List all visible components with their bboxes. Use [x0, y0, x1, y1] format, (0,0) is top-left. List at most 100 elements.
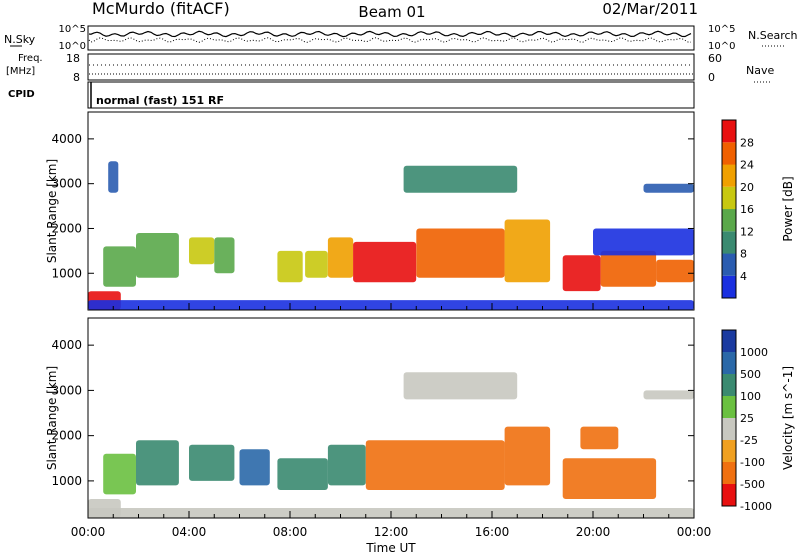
power-colorbar-tick: 24 — [740, 159, 754, 172]
power-colorbar-frame — [721, 119, 737, 299]
velocity-colorbar-segment — [722, 396, 736, 418]
power-colorbar-tick: 12 — [740, 225, 754, 238]
power-colorbar-segment — [722, 275, 736, 299]
velocity-colorbar-tick: -100 — [740, 456, 765, 469]
x-tick-label: 00:00 — [677, 525, 712, 539]
velocity-colorbar-segment — [722, 352, 736, 374]
velocity-y-tick-label: 4000 — [51, 338, 82, 352]
velocity-y-tick-label: 3000 — [51, 383, 82, 397]
power-colorbar-segment — [722, 209, 736, 232]
noise-right-label: N.Search — [748, 29, 798, 42]
velocity-colorbar-label: Velocity [m s^-1] — [781, 366, 795, 470]
velocity-panel: 1000 2000 3000 4000 Slant Range [km] 1000 500 1… — [45, 317, 795, 519]
power-echo-region — [353, 241, 417, 283]
power-echo-region — [562, 255, 601, 292]
noise-panel-frame — [87, 25, 695, 51]
velocity-echo-region — [327, 444, 366, 486]
velocity-echo-region — [189, 444, 235, 481]
x-tick-label: 08:00 — [273, 525, 308, 539]
power-echo-region — [214, 237, 235, 274]
velocity-echo-region — [277, 458, 328, 490]
power-colorbar-label: Power [dB] — [781, 176, 795, 241]
power-colorbar-segment — [722, 186, 736, 210]
date-title: 02/Mar/2011 — [602, 0, 698, 18]
noise-left-tick-bottom: 10^0 — [59, 41, 86, 52]
power-colorbar-segment — [722, 120, 736, 143]
cpid-label: CPID — [8, 89, 35, 100]
nave-tick-bottom: 0 — [708, 71, 715, 84]
power-echo-region — [327, 237, 354, 278]
power-echo-region — [189, 237, 215, 265]
x-tick-label: 20:00 — [576, 525, 611, 539]
x-tick-label: 12:00 — [374, 525, 409, 539]
cpid-text: normal (fast) 151 RF — [96, 94, 224, 107]
nave-label: Nave — [746, 64, 774, 77]
velocity-echo-region — [403, 372, 518, 400]
power-y-tick-label: 4000 — [51, 132, 82, 146]
station-title: McMurdo (fitACF) — [92, 0, 230, 18]
velocity-colorbar-segment — [722, 462, 736, 484]
power-echo-region — [108, 161, 119, 193]
noise-left-tick-top: 10^5 — [59, 24, 86, 35]
velocity-echo-region — [562, 458, 657, 499]
sky-noise-trace — [88, 30, 692, 38]
power-echo-region — [656, 259, 694, 283]
velocity-colorbar-tick: -500 — [740, 478, 765, 491]
velocity-colorbar-segment — [722, 484, 736, 506]
x-axis-label: Time UT — [365, 541, 416, 554]
velocity-echo-region — [504, 426, 551, 486]
noise-right-tick-top: 10^5 — [708, 24, 735, 35]
velocity-echo-region — [365, 440, 505, 490]
x-tick-label: 04:00 — [172, 525, 207, 539]
velocity-colorbar-tick: -1000 — [740, 500, 772, 513]
power-colorbar-segment — [722, 253, 736, 276]
velocity-colorbar-tick: -25 — [740, 434, 758, 447]
velocity-echo-region — [580, 426, 619, 450]
power-echo-region — [504, 219, 551, 283]
power-panel: 1000 2000 3000 4000 Slant Range [km] 4 8 12 16 20… — [45, 111, 795, 311]
x-tick-labels: 00:00 04:00 08:00 12:00 16:00 20:00 00:00 — [71, 525, 712, 539]
cpid-panel-frame — [87, 81, 695, 109]
power-echo-region — [600, 250, 657, 287]
freq-label-1: Freq. — [18, 53, 43, 64]
power-y-tick-label: 2000 — [51, 221, 82, 235]
velocity-colorbar-frame — [721, 329, 737, 507]
velocity-colorbar-segment — [722, 330, 736, 352]
velocity-colorbar-segment — [722, 418, 736, 440]
power-y-tick-label: 1000 — [51, 266, 82, 280]
noise-traces — [88, 30, 692, 43]
power-y-axis-label: Slant Range [km] — [45, 159, 59, 263]
power-echo-region — [593, 228, 694, 256]
velocity-colorbar-tick: 100 — [740, 390, 761, 403]
velocity-echo-region — [103, 453, 136, 495]
velocity-echo-region — [239, 449, 270, 486]
x-tick-label: 00:00 — [71, 525, 106, 539]
power-colorbar-tick: 4 — [740, 270, 747, 283]
power-colorbar-segment — [722, 164, 736, 187]
nave-tick-top: 60 — [708, 52, 722, 65]
freq-tick-top: 18 — [66, 52, 80, 65]
power-colorbar-segment — [722, 142, 736, 165]
velocity-echo-region — [643, 390, 694, 400]
velocity-echo-region — [136, 440, 179, 486]
freq-label-2: [MHz] — [6, 66, 35, 77]
power-colorbar-segment — [722, 231, 736, 254]
velocity-colorbar-tick: 25 — [740, 412, 754, 425]
power-y-tick-label: 3000 — [51, 177, 82, 191]
velocity-colorbar-tick: 1000 — [740, 346, 768, 359]
search-noise-trace — [88, 37, 692, 43]
power-colorbar-tick: 20 — [740, 181, 754, 194]
velocity-y-tick-label: 2000 — [51, 429, 82, 443]
power-echo-region — [103, 246, 136, 287]
power-colorbar-tick: 28 — [740, 136, 754, 149]
x-tick-label: 16:00 — [475, 525, 510, 539]
velocity-y-tick-label: 1000 — [51, 474, 82, 488]
beam-title: Beam 01 — [358, 3, 425, 21]
power-colorbar-tick: 8 — [740, 248, 747, 261]
freq-tick-bottom: 8 — [73, 71, 80, 84]
power-echo-region — [305, 250, 328, 278]
velocity-y-axis-label: Slant Range [km] — [45, 366, 59, 470]
power-echo-region — [136, 233, 179, 278]
power-echo-region — [643, 183, 694, 193]
